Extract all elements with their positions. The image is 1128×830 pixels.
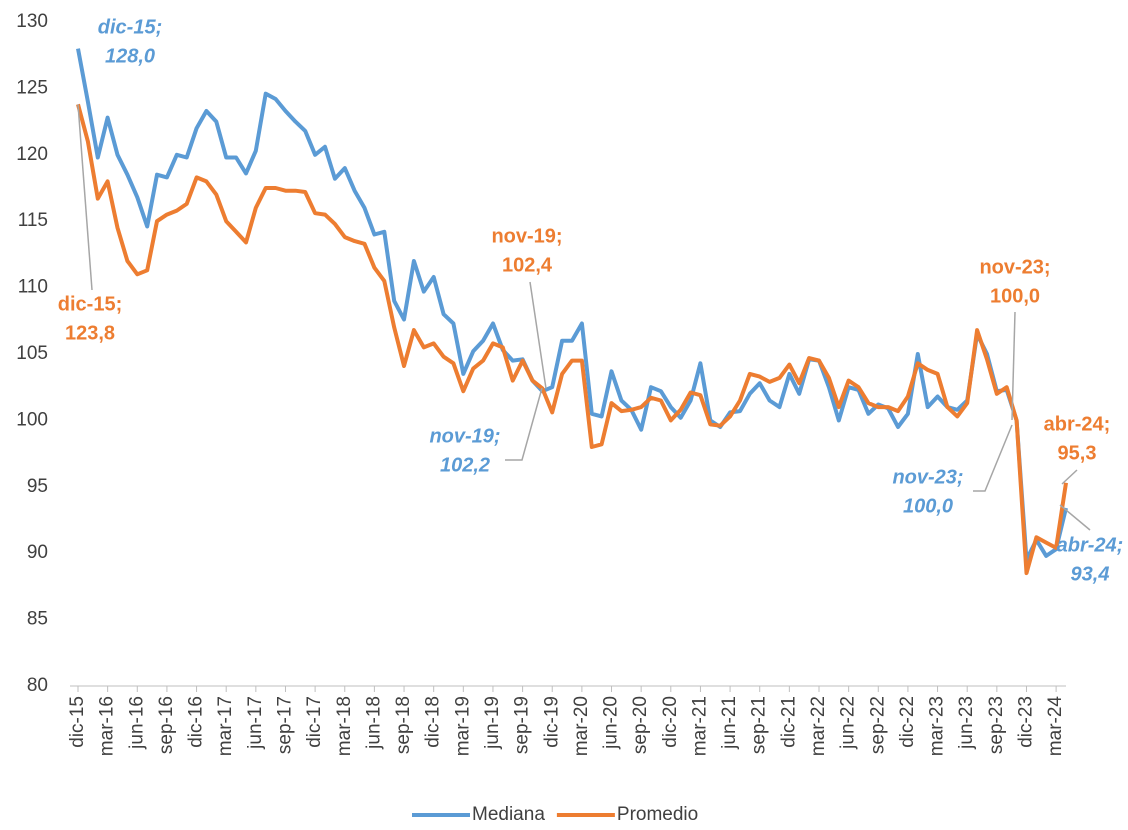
y-tick-label: 105 — [16, 343, 48, 364]
x-tick-label: mar-21 — [689, 696, 710, 756]
x-tick-label: jun-23 — [956, 696, 977, 750]
x-tick-label: mar-24 — [1045, 696, 1066, 757]
annotation: 102,2 — [440, 454, 490, 476]
leader-line — [1011, 311, 1016, 421]
x-tick-label: dic-17 — [304, 696, 325, 748]
annotation: 95,3 — [1058, 442, 1097, 464]
annotation: 100,0 — [903, 495, 953, 517]
y-tick-label: 85 — [27, 609, 48, 630]
x-tick-label: jun-22 — [838, 696, 859, 750]
annotation: nov-19; — [491, 225, 562, 247]
annotation: dic-15; — [58, 293, 122, 315]
y-tick-label: 130 — [16, 11, 48, 32]
x-tick-label: dic-18 — [423, 696, 444, 748]
x-tick-label: sep-20 — [630, 696, 651, 754]
x-tick-label: sep-21 — [749, 696, 770, 754]
annotation: 123,8 — [65, 322, 115, 344]
x-tick-label: sep-16 — [156, 696, 177, 754]
x-tick-label: dic-21 — [778, 696, 799, 748]
y-tick-label: 100 — [16, 409, 48, 430]
annotation: dic-15; — [98, 16, 162, 38]
x-tick-label: dic-20 — [660, 696, 681, 748]
leader-line — [77, 104, 93, 291]
y-tick-label: 115 — [18, 210, 48, 231]
annotation: abr-24; — [1044, 413, 1111, 435]
x-tick-label: sep-18 — [393, 696, 414, 754]
leader-line — [505, 387, 543, 461]
line-series — [76, 103, 1068, 576]
x-tick-label: dic-22 — [897, 696, 918, 748]
annotation: nov-23; — [892, 466, 963, 488]
x-tick-label: jun-16 — [126, 696, 147, 750]
y-tick-label: 125 — [16, 77, 48, 98]
x-tick-label: jun-21 — [719, 696, 740, 750]
x-tick-label: mar-20 — [571, 696, 592, 756]
legend-label: Promedio — [617, 804, 698, 825]
annotation: 128,0 — [105, 45, 155, 67]
annotation: 100,0 — [990, 285, 1040, 307]
leader-line — [1061, 469, 1078, 485]
annotation: nov-23; — [979, 256, 1050, 278]
legend-label: Mediana — [472, 804, 545, 825]
x-tick-label: jun-19 — [482, 696, 503, 750]
annotation: nov-19; — [429, 425, 500, 447]
x-tick-label: jun-20 — [601, 696, 622, 750]
x-tick-label: mar-19 — [452, 696, 473, 756]
y-tick-label: 90 — [27, 542, 48, 563]
y-tick-label: 110 — [18, 277, 48, 298]
annotation: 93,4 — [1071, 563, 1110, 585]
x-tick-label: sep-23 — [986, 696, 1007, 754]
x-tick-label: dic-16 — [186, 696, 207, 748]
x-tick-label: dic-19 — [541, 696, 562, 748]
x-tick-label: mar-22 — [808, 696, 829, 756]
leader-line — [529, 281, 547, 389]
x-tick-label: dic-15 — [67, 696, 88, 748]
y-tick-label: 120 — [16, 144, 48, 165]
x-tick-label: jun-17 — [245, 696, 266, 750]
leader-line — [1059, 504, 1091, 531]
x-tick-label: dic-23 — [1015, 696, 1036, 748]
x-tick-label: mar-18 — [334, 696, 355, 756]
x-tick-label: mar-17 — [215, 696, 236, 756]
y-tick-label: 95 — [27, 476, 48, 497]
x-tick-label: mar-23 — [927, 696, 948, 756]
y-tick-label: 80 — [27, 675, 48, 696]
x-tick-label: sep-17 — [274, 696, 295, 754]
x-tick-label: sep-19 — [512, 696, 533, 754]
x-tick-label: jun-18 — [363, 696, 384, 750]
leader-line — [973, 424, 1013, 492]
x-tick-label: mar-16 — [97, 696, 118, 756]
annotation: abr-24; — [1057, 534, 1124, 556]
annotation: 102,4 — [502, 254, 553, 276]
x-tick-label: sep-22 — [867, 696, 888, 754]
line-series — [76, 48, 1068, 562]
